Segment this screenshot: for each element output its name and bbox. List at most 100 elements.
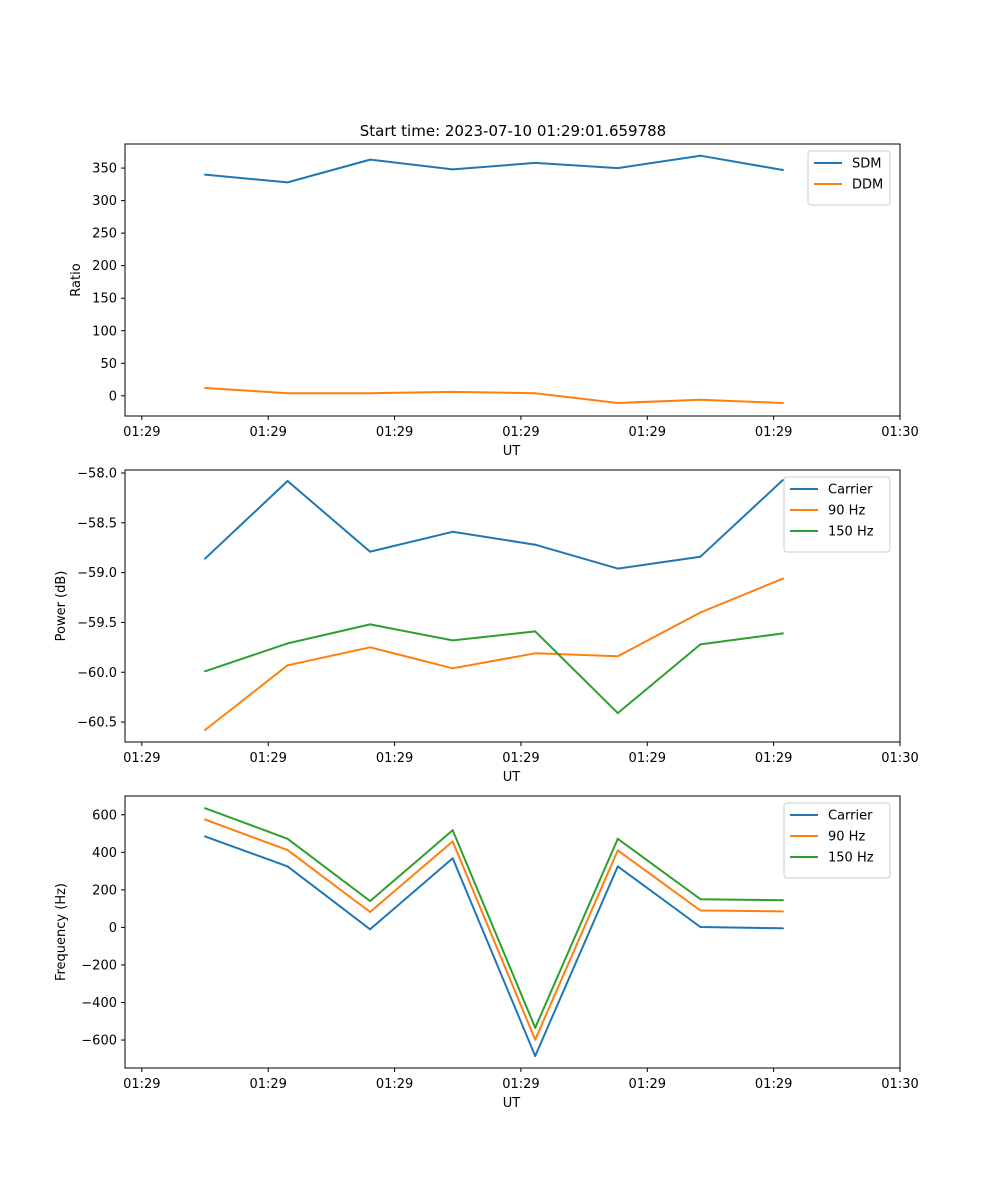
data-point-sdm — [534, 161, 537, 164]
x-tick-label: 01:29 — [502, 425, 539, 440]
legend: Carrier 90 Hz 150 Hz — [783, 476, 891, 553]
y-tick-label: 0 — [109, 389, 117, 404]
data-point-carrier — [699, 926, 702, 929]
data-point-90-hz — [781, 910, 784, 913]
x-tick-label: 01:29 — [755, 425, 792, 440]
data-point-90-hz — [204, 818, 207, 821]
series-line-90-hz — [204, 577, 784, 731]
x-tick-label: 01:29 — [249, 425, 286, 440]
data-point-ddm — [781, 401, 784, 404]
data-point-sdm — [204, 173, 207, 176]
y-tick-label: 200 — [92, 883, 117, 898]
x-tick-label: 01:29 — [376, 1077, 413, 1092]
x-tick-label: 01:30 — [881, 1077, 918, 1092]
x-axis-label: UT — [503, 1096, 521, 1111]
data-point-150-hz — [286, 642, 289, 645]
data-point-90-hz — [699, 611, 702, 614]
data-point-150-hz — [781, 899, 784, 902]
x-tick-label: 01:29 — [249, 751, 286, 766]
series-line-carrier — [204, 835, 783, 1057]
x-tick-label: 01:29 — [376, 751, 413, 766]
x-tick-label: 01:29 — [123, 1077, 160, 1092]
series-line-150-hz — [204, 807, 783, 1029]
data-point-150-hz — [534, 630, 537, 633]
x-tick-label: 01:29 — [755, 1077, 792, 1092]
series-line-90-hz — [204, 818, 783, 1041]
data-point-ddm — [616, 401, 619, 404]
data-point-sdm — [616, 167, 619, 170]
data-point-carrier — [369, 928, 372, 931]
data-point-carrier — [534, 1054, 537, 1057]
legend-label: 150 Hz — [828, 851, 874, 866]
axes-frame — [124, 795, 901, 1069]
x-tick-label: 01:29 — [123, 425, 160, 440]
legend-box — [783, 476, 891, 553]
y-tick-label: −600 — [81, 1034, 117, 1049]
data-point-carrier — [286, 479, 289, 482]
y-tick-label: 350 — [92, 162, 117, 177]
data-point-90-hz — [534, 652, 537, 655]
chart-panel-3: 01:29 01:29 01:29 01:29 01:29 01:29 01:30 −600 −… — [54, 795, 919, 1111]
legend: SDM DDM — [807, 150, 891, 206]
x-tick-label: 01:29 — [123, 751, 160, 766]
legend-label: SDM — [852, 157, 881, 172]
legend: Carrier 90 Hz 150 Hz — [783, 802, 891, 879]
axes-frame — [124, 469, 901, 743]
data-point-150-hz — [204, 807, 207, 810]
data-point-carrier — [204, 557, 207, 560]
y-tick-label: −58.0 — [77, 466, 117, 481]
y-axis-label: Frequency (Hz) — [54, 883, 69, 981]
y-tick-label: −60.0 — [77, 666, 117, 681]
data-point-150-hz — [534, 1026, 537, 1029]
data-point-150-hz — [616, 837, 619, 840]
x-tick-label: 01:29 — [629, 1077, 666, 1092]
data-point-carrier — [781, 478, 784, 481]
legend-box — [807, 150, 891, 206]
legend-label: 90 Hz — [828, 504, 865, 519]
data-point-carrier — [699, 555, 702, 558]
data-point-sdm — [781, 169, 784, 172]
y-tick-label: 150 — [92, 292, 117, 307]
y-tick-label: −200 — [81, 958, 117, 973]
y-tick-label: 400 — [92, 846, 117, 861]
data-point-carrier — [534, 543, 537, 546]
legend-box — [783, 802, 891, 879]
data-point-ddm — [534, 392, 537, 395]
data-point-90-hz — [781, 577, 784, 580]
legend-label: 90 Hz — [828, 830, 865, 845]
x-tick-label: 01:29 — [629, 751, 666, 766]
data-point-150-hz — [781, 632, 784, 635]
x-tick-label: 01:30 — [881, 751, 918, 766]
x-tick-label: 01:29 — [502, 751, 539, 766]
data-point-90-hz — [286, 664, 289, 667]
y-axis-label: Power (dB) — [54, 571, 69, 642]
x-tick-label: 01:29 — [629, 425, 666, 440]
chart-panel-2: 01:29 01:29 01:29 01:29 01:29 01:29 01:30 −60.5… — [54, 466, 919, 785]
data-point-90-hz — [451, 667, 454, 670]
data-point-90-hz — [204, 729, 207, 732]
chart-panel-1: 01:29 01:29 01:29 01:29 01:29 01:29 01:30 0 50 10… — [69, 143, 919, 459]
data-point-150-hz — [204, 670, 207, 673]
data-point-90-hz — [369, 911, 372, 914]
series-line-150-hz — [204, 623, 784, 715]
data-point-ddm — [699, 398, 702, 401]
legend-label: Carrier — [828, 809, 873, 824]
x-tick-label: 01:29 — [502, 1077, 539, 1092]
legend-label: Carrier — [828, 483, 873, 498]
data-point-carrier — [451, 857, 454, 860]
series-line-carrier — [204, 479, 784, 570]
x-tick-label: 01:29 — [376, 425, 413, 440]
y-tick-label: 50 — [100, 357, 117, 372]
y-tick-label: −59.5 — [77, 616, 117, 631]
data-point-90-hz — [451, 840, 454, 843]
x-tick-label: 01:30 — [881, 425, 918, 440]
data-point-carrier — [204, 835, 207, 838]
data-point-150-hz — [699, 898, 702, 901]
figure-title: Start time: 2023-07-10 01:29:01.659788 — [360, 122, 666, 140]
data-point-carrier — [369, 550, 372, 553]
data-point-ddm — [204, 387, 207, 390]
data-point-90-hz — [616, 849, 619, 852]
data-point-ddm — [286, 392, 289, 395]
data-point-90-hz — [369, 646, 372, 649]
